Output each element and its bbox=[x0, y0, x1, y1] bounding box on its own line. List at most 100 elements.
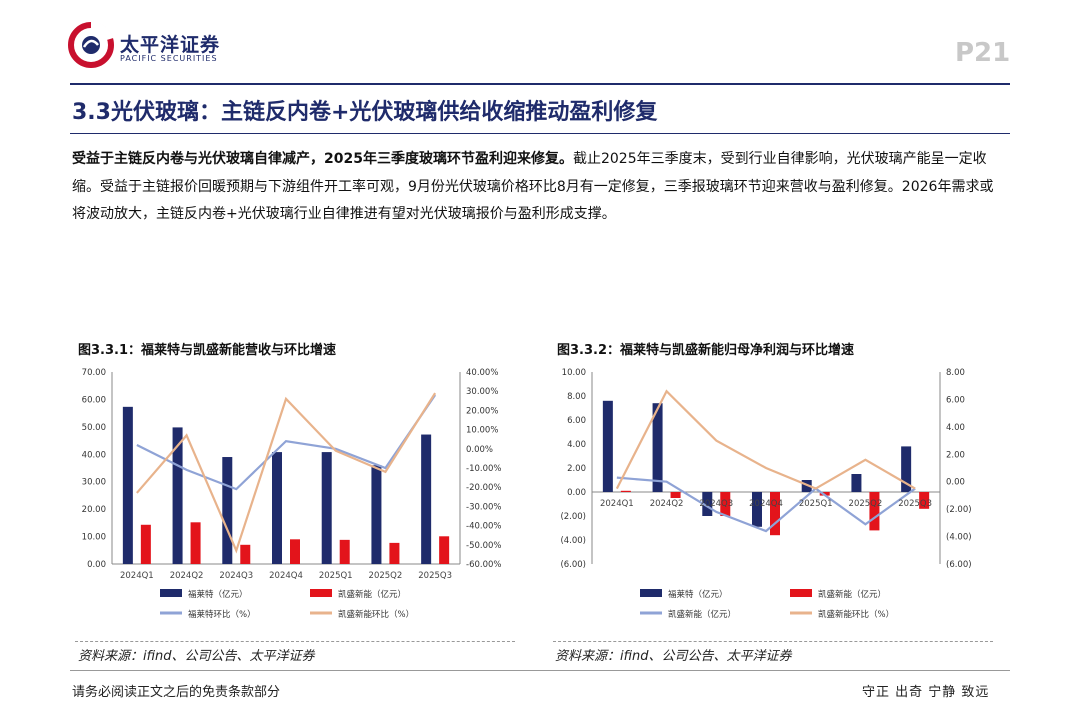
chart1-left-tick: 50.00 bbox=[82, 423, 106, 433]
chart2-bar bbox=[652, 403, 663, 492]
chart1-bar bbox=[389, 542, 400, 564]
chart1-legend-label: 凯盛新能（亿元） bbox=[338, 589, 406, 600]
chart2-bar bbox=[851, 474, 862, 492]
section-title: 3.3光伏玻璃：主链反内卷+光伏玻璃供给收缩推动盈利修复 bbox=[72, 100, 658, 125]
chart2-bar bbox=[919, 492, 930, 509]
chart2-left-tick: (4.00) bbox=[560, 536, 586, 546]
chart2-left-tick: 4.00 bbox=[567, 440, 586, 450]
chart1-bar bbox=[172, 427, 183, 564]
chart1-right-tick: -10.00% bbox=[466, 464, 501, 474]
chart2-left-tick: 2.00 bbox=[567, 464, 586, 474]
chart2-bar bbox=[720, 492, 731, 516]
chart2-legend-label: 凯盛新能（亿元） bbox=[668, 609, 736, 620]
chart2-category-label: 2024Q4 bbox=[749, 499, 783, 509]
chart1-legend-label: 凯盛新能环比（%） bbox=[338, 609, 414, 620]
chart2-series-line bbox=[616, 476, 916, 533]
chart2-legend-label: 福莱特（亿元） bbox=[668, 589, 728, 600]
chart1-left-tick: 60.00 bbox=[82, 395, 106, 405]
chart2-bar bbox=[752, 492, 762, 527]
chart1: 70.00 60.00 50.00 40.00 30.00 20.00 10.00 0.00 4… bbox=[82, 368, 502, 620]
chart2: 10.00 8.00 6.00 4.00 2.00 0.00 (2.00) (4.00) (6.… bbox=[560, 368, 972, 620]
chart2-bar bbox=[602, 400, 613, 492]
page-number: P21 bbox=[955, 38, 1011, 68]
chart2-category-label: 2025Q1 bbox=[799, 499, 833, 509]
chart2-source-rule bbox=[553, 641, 993, 642]
chart1-left-tick: 10.00 bbox=[82, 533, 106, 543]
header-rule bbox=[70, 83, 1010, 85]
footer-disclaimer: 请务必阅读正文之后的免责条款部分 bbox=[72, 685, 281, 700]
chart1-legend-label: 福莱特环比（%） bbox=[188, 609, 256, 620]
chart2-title: 图3.3.2：福莱特与凯盛新能归母净利润与环比增速 bbox=[557, 343, 855, 358]
chart2-category-label: 2025Q2 bbox=[849, 499, 883, 509]
chart1-bar bbox=[122, 406, 133, 564]
chart2-source: 资料来源：ifind、公司公告、太平洋证券 bbox=[555, 649, 792, 664]
chart1-bar bbox=[240, 544, 251, 564]
chart1-right-tick: -60.00% bbox=[466, 560, 501, 570]
company-logo bbox=[68, 21, 114, 68]
chart1-bar bbox=[140, 524, 151, 564]
chart1-legend-label: 福莱特（亿元） bbox=[188, 589, 248, 600]
chart1-category-label: 2024Q4 bbox=[269, 571, 303, 581]
chart2-legend-swatch bbox=[790, 589, 812, 597]
chart2-right-tick: 2.00 bbox=[946, 450, 965, 460]
chart2-left-tick: (2.00) bbox=[560, 512, 586, 522]
chart1-left-tick: 40.00 bbox=[82, 450, 106, 460]
chart2-bar bbox=[901, 446, 912, 492]
chart2-right-tick: 6.00 bbox=[946, 395, 965, 405]
chart1-right-tick: -20.00% bbox=[466, 483, 501, 493]
chart2-bar bbox=[869, 492, 880, 531]
chart1-category-label: 2024Q2 bbox=[170, 571, 204, 581]
chart2-category-label: 2024Q3 bbox=[699, 499, 733, 509]
chart1-series-line bbox=[136, 392, 437, 554]
chart2-category-label: 2024Q1 bbox=[600, 499, 634, 509]
chart2-bar bbox=[702, 492, 713, 516]
chart1-source-rule bbox=[75, 641, 515, 642]
chart1-bar bbox=[439, 536, 450, 564]
chart1-right-tick: -40.00% bbox=[466, 522, 501, 532]
chart1-bar bbox=[290, 539, 300, 564]
chart2-right-tick: 8.00 bbox=[946, 368, 965, 378]
chart1-title: 图3.3.1：福莱特与凯盛新能营收与环比增速 bbox=[78, 343, 337, 358]
chart1-right-tick: 30.00% bbox=[466, 387, 498, 397]
chart2-legend-label: 凯盛新能环比（%） bbox=[818, 609, 894, 620]
chart1-right-tick: 10.00% bbox=[466, 426, 498, 436]
chart1-category-label: 2024Q1 bbox=[120, 571, 154, 581]
chart2-series-line bbox=[615, 389, 916, 490]
chart2-left-tick: 8.00 bbox=[567, 392, 586, 402]
chart1-legend-swatch bbox=[310, 589, 332, 597]
body-paragraph: 受益于主链反内卷与光伏玻璃自律减产，2025年三季度玻璃环节盈利迎来修复。截止2… bbox=[72, 146, 1007, 229]
chart1-bar bbox=[421, 434, 432, 564]
footer-rule bbox=[70, 670, 1010, 671]
chart2-category-label: 2024Q2 bbox=[650, 499, 684, 509]
chart2-bar bbox=[770, 492, 780, 536]
chart1-left-tick: 20.00 bbox=[82, 505, 106, 515]
footer-motto: 守正 出奇 宁静 致远 bbox=[862, 685, 990, 700]
chart1-left-tick: 70.00 bbox=[82, 368, 106, 378]
chart1-series-line bbox=[136, 394, 437, 491]
chart1-legend-swatch bbox=[160, 589, 182, 597]
chart1-bar bbox=[190, 522, 201, 564]
chart2-left-tick: 0.00 bbox=[567, 488, 586, 498]
chart2-bar bbox=[620, 490, 631, 492]
chart1-bar bbox=[339, 539, 350, 564]
chart2-left-tick: 6.00 bbox=[567, 416, 586, 426]
chart1-right-tick: 40.00% bbox=[466, 368, 498, 378]
company-name-en: PACIFIC SECURITIES bbox=[120, 54, 218, 63]
chart2-bar bbox=[670, 492, 681, 498]
chart1-bar bbox=[321, 452, 332, 564]
chart1-bar bbox=[371, 465, 382, 564]
chart2-legend-swatch bbox=[640, 589, 662, 597]
chart2-right-tick: (2.00) bbox=[946, 505, 972, 515]
chart2-left-tick: (6.00) bbox=[560, 560, 586, 570]
chart2-right-tick: 0.00 bbox=[946, 478, 965, 488]
chart1-category-label: 2025Q3 bbox=[418, 571, 452, 581]
chart1-bar bbox=[222, 457, 233, 564]
chart2-left-tick: 10.00 bbox=[562, 368, 586, 378]
chart1-source: 资料来源：ifind、公司公告、太平洋证券 bbox=[78, 649, 315, 664]
chart1-category-label: 2025Q1 bbox=[319, 571, 353, 581]
paragraph-lead: 受益于主链反内卷与光伏玻璃自律减产，2025年三季度玻璃环节盈利迎来修复。 bbox=[72, 151, 573, 167]
chart1-left-tick: 0.00 bbox=[87, 560, 106, 570]
paragraph-body: 截止2025年三季度末，受到行业自律影响，光伏玻璃产能呈一定收缩。受益于主链报价… bbox=[72, 151, 994, 222]
chart2-right-tick: 4.00 bbox=[946, 423, 965, 433]
chart1-category-label: 2024Q3 bbox=[219, 571, 253, 581]
